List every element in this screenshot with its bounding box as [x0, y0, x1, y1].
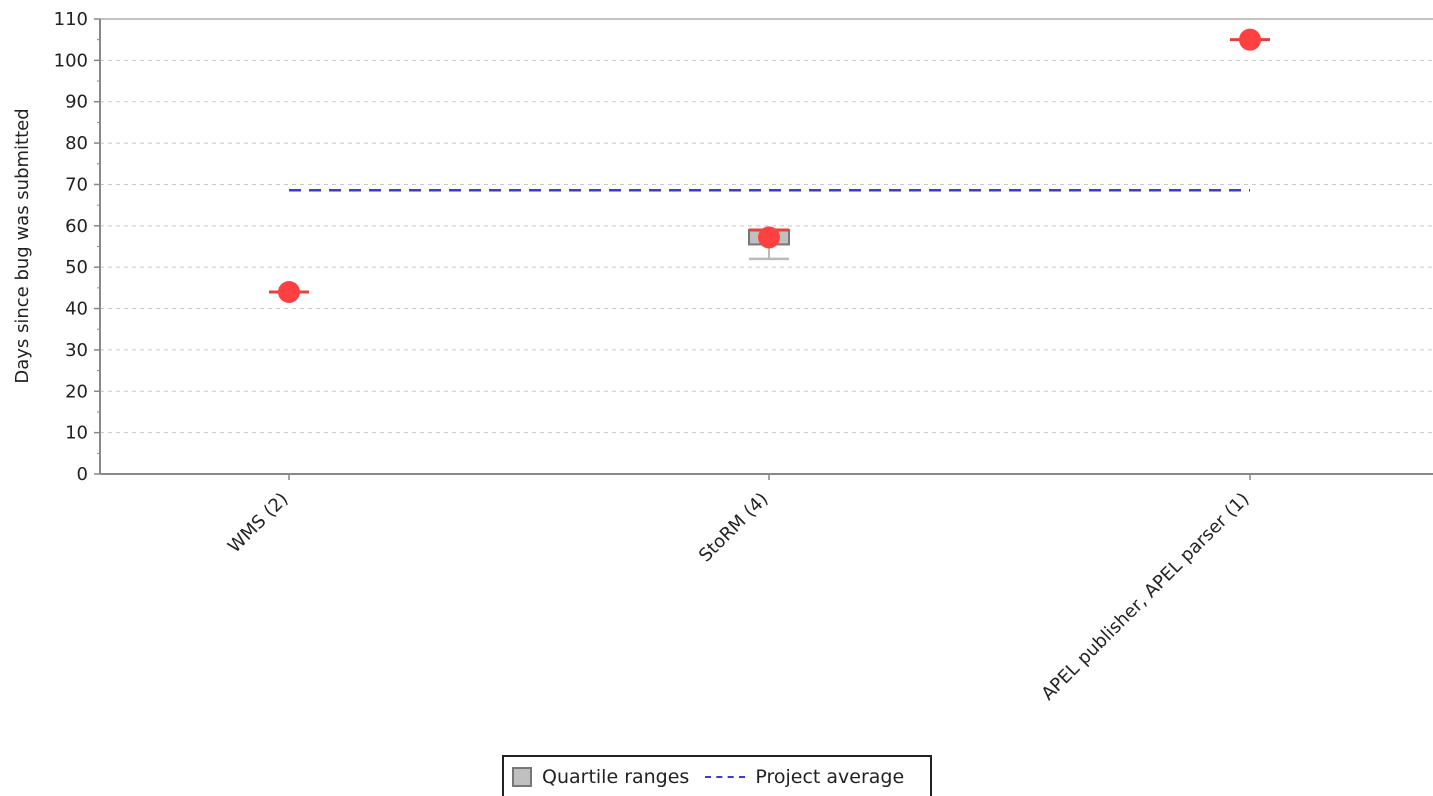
mean-marker [278, 281, 300, 303]
legend-quartile-label: Quartile ranges [542, 765, 690, 788]
y-tick-label: 30 [65, 340, 88, 361]
box-0 [269, 281, 309, 303]
y-tick-label: 50 [65, 257, 88, 278]
y-tick-label: 0 [77, 464, 88, 485]
legend: Quartile ranges Project average [502, 755, 932, 796]
y-tick-label: 100 [54, 50, 88, 71]
y-tick-label: 80 [65, 133, 88, 154]
grid-lines [100, 18, 1433, 434]
y-axis-title: Days since bug was submitted [12, 108, 33, 383]
y-tick-label: 60 [65, 216, 88, 237]
y-axis-ticks: 0 10 20 30 40 50 60 70 80 90 100 110 [54, 9, 100, 485]
box-1 [748, 226, 790, 261]
y-tick-label: 90 [65, 92, 88, 113]
y-tick-label: 70 [65, 174, 88, 195]
x-category-label: APEL publisher, APEL parser (1) [1038, 489, 1254, 705]
legend-quartile-swatch [512, 766, 532, 787]
y-tick-label: 110 [54, 9, 88, 30]
legend-average-swatch [705, 775, 746, 778]
box-2 [1230, 28, 1270, 51]
mean-marker [1239, 28, 1261, 51]
x-category-label: StoRM (4) [695, 489, 773, 567]
y-tick-label: 20 [65, 381, 88, 402]
legend-average-label: Project average [755, 765, 905, 788]
mean-marker [758, 226, 780, 249]
y-tick-label: 10 [65, 423, 88, 444]
y-tick-label: 40 [65, 299, 88, 320]
x-axis-categories: WMS (2) StoRM (4) APEL publisher, APEL par… [224, 474, 1254, 705]
boxes [269, 28, 1270, 303]
x-category-label: WMS (2) [224, 489, 293, 558]
